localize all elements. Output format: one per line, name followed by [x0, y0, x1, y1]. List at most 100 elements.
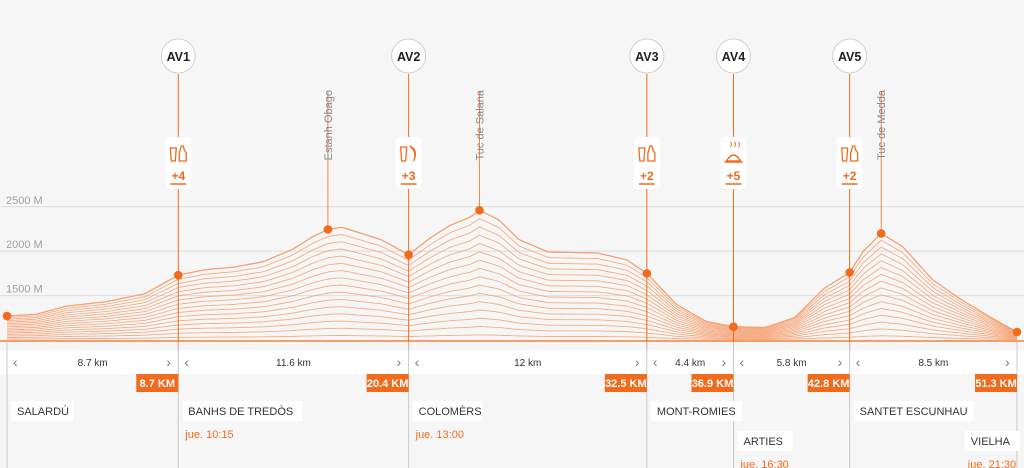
hot-meal-icon	[724, 141, 743, 163]
aid-station-name: AV3	[635, 50, 658, 64]
aid-station-badge	[715, 38, 751, 74]
cumulative-km-marker	[136, 374, 179, 392]
y-tick-label: 2500 M	[6, 195, 43, 207]
elevation-contour-line	[7, 284, 1018, 338]
segment-distance-label: 12 km	[514, 358, 541, 369]
place-time: jue. 21:30	[967, 459, 1016, 468]
y-tick-label: 2000 M	[6, 239, 43, 251]
place-time: jue. 16:30	[739, 459, 788, 468]
place-label-box	[182, 401, 303, 421]
segment-distance-label: 5.8 km	[777, 358, 807, 369]
cumulative-km-marker	[604, 374, 647, 392]
profile-point	[642, 269, 652, 278]
profile-point	[475, 206, 484, 215]
profile-point	[173, 270, 183, 280]
aid-supply-count: +5	[727, 169, 741, 183]
cumulative-km-marker	[975, 374, 1017, 392]
segment-end-chevron: ›	[838, 354, 843, 370]
segment-distance-label: 11.6 km	[276, 358, 311, 369]
elevation-contour-line	[6, 234, 1018, 334]
cumulative-km-label: 42.8 KM	[808, 378, 850, 390]
elevation-contour-line	[6, 267, 1018, 337]
elevation-contour-line	[7, 309, 1018, 339]
aid-supply-card	[720, 137, 747, 189]
profile-point	[729, 322, 738, 331]
elevation-contour-line	[6, 226, 1018, 334]
elevation-contour-line	[7, 334, 1018, 341]
aid-supply-count: +2	[640, 169, 654, 183]
segment-start-chevron: ‹	[184, 354, 189, 370]
elevation-contour-line	[6, 251, 1018, 336]
profile-point	[876, 229, 886, 238]
segment-start-chevron: ‹	[739, 354, 744, 370]
aid-supply-count: +4	[171, 169, 185, 183]
segment-start-chevron: ‹	[653, 354, 658, 370]
peak-label: Tuc de Medda	[876, 89, 888, 160]
cumulative-km-label: 51.3 KM	[975, 378, 1017, 390]
segment-end-chevron: ›	[721, 354, 726, 370]
segment-distance-label: 8.5 km	[918, 358, 948, 369]
peak-label: Estanh Obago	[323, 90, 335, 160]
elevation-contour-line	[6, 317, 1018, 340]
elevation-contour-line	[6, 243, 1018, 335]
drinks-icon	[638, 145, 656, 162]
place-label-box	[11, 401, 74, 421]
segment-start-chevron: ‹	[856, 354, 861, 370]
elevation-contour-line	[6, 218, 1018, 333]
place-name: BANHS DE TREDÒS	[188, 405, 293, 418]
segment-start-chevron: ‹	[415, 354, 420, 370]
segment-distance-label: 4.4 km	[675, 358, 705, 369]
place-label-box	[853, 401, 974, 421]
segment-end-chevron: ›	[1005, 354, 1010, 370]
elevation-contour-line	[6, 301, 1018, 339]
cumulative-km-marker	[807, 374, 850, 392]
drink-fruit-icon	[399, 145, 417, 162]
place-name: COLOMÈRS	[419, 405, 482, 418]
elevation-contour-line	[6, 276, 1018, 337]
segment-distance-label: 8.7 km	[78, 358, 108, 369]
aid-station-badge	[832, 38, 868, 74]
segment-start-chevron: ‹	[13, 354, 18, 370]
drinks-icon	[169, 145, 187, 162]
aid-station-name: AV4	[722, 50, 745, 64]
place-label-box	[412, 401, 483, 421]
aid-supply-count: +3	[402, 169, 416, 183]
profile-point	[323, 225, 333, 234]
place-label-box	[737, 431, 793, 451]
aid-supply-count: +2	[843, 169, 857, 183]
place-name: ARTIES	[743, 436, 783, 448]
elevation-contour-line	[6, 292, 1018, 338]
cumulative-km-label: 36.9 KM	[692, 378, 734, 390]
aid-station-name: AV1	[167, 50, 190, 64]
y-tick-label: 1500 M	[6, 284, 43, 296]
profile-point	[1012, 327, 1022, 337]
elevation-contour-line	[6, 259, 1018, 336]
place-name: SANTET ESCUNHAU	[860, 406, 968, 418]
place-name: SALARDÚ	[17, 405, 69, 418]
place-time: jue. 13:00	[415, 429, 464, 441]
segment-end-chevron: ›	[397, 354, 402, 370]
place-name: VIELHA	[971, 436, 1011, 448]
aid-station-name: AV2	[397, 50, 420, 64]
segment-strip	[0, 350, 1024, 374]
segment-end-chevron: ›	[166, 354, 171, 370]
profile-point	[845, 268, 854, 277]
aid-station-badge	[629, 38, 665, 74]
segment-end-chevron: ›	[635, 354, 640, 370]
drinks-icon	[840, 145, 859, 162]
elevation-contour-line	[7, 326, 1018, 340]
cumulative-km-marker	[366, 374, 409, 392]
cumulative-km-marker	[691, 374, 734, 392]
aid-station-badge	[160, 38, 196, 74]
place-label-box	[964, 431, 1020, 451]
peak-label: Tuc de Salana	[475, 89, 487, 160]
profile-point	[2, 311, 12, 321]
cumulative-km-label: 20.4 KM	[367, 378, 409, 390]
place-label-box	[650, 401, 743, 421]
aid-station-badge	[391, 38, 427, 74]
aid-station-name: AV5	[838, 50, 861, 64]
cumulative-km-label: 32.5 KM	[605, 378, 647, 390]
place-time: jue. 10:15	[184, 429, 233, 441]
profile-point	[404, 250, 413, 260]
